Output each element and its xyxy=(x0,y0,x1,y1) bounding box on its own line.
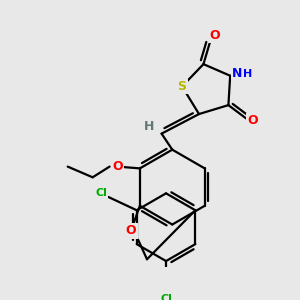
Text: H: H xyxy=(144,120,154,133)
Text: H: H xyxy=(243,69,253,79)
Text: O: O xyxy=(210,29,220,42)
Text: O: O xyxy=(247,114,258,127)
Text: S: S xyxy=(178,80,187,93)
Text: Cl: Cl xyxy=(160,294,172,300)
Text: O: O xyxy=(112,160,123,173)
Text: Cl: Cl xyxy=(95,188,107,198)
Text: N: N xyxy=(232,67,242,80)
Text: O: O xyxy=(126,224,136,237)
